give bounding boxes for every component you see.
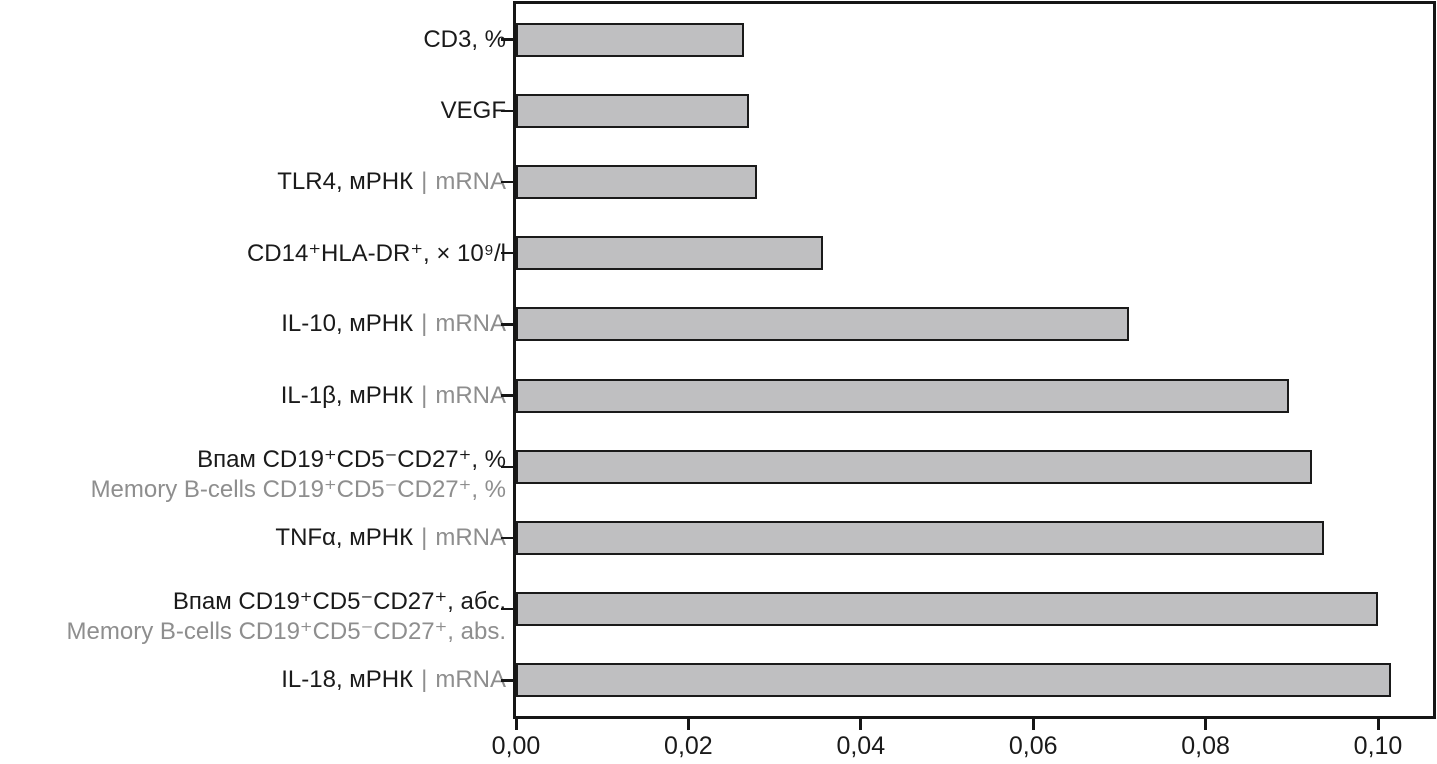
x-axis-tick-label: 0,08 [1181,732,1230,760]
category-label-primary: TNFα, мРНК [275,523,414,551]
category-label-secondary: mRNA [435,381,506,409]
plot-area [501,1,1436,719]
category-label-primary: CD14⁺HLA-DR⁺, × 10⁹/l [246,239,506,267]
x-axis-tick [686,719,690,730]
y-axis-tick [501,536,513,540]
bar [516,449,1312,484]
label-separator: | [421,381,428,409]
bar [516,22,744,57]
x-axis-tick [859,719,863,730]
y-axis-tick [501,38,513,41]
x-axis-tick [1376,719,1380,730]
y-axis-tick [501,465,513,469]
y-axis-tick [501,607,513,611]
bar [516,165,758,199]
x-axis-tick-label: 0,04 [836,732,886,760]
category-label-primary: IL-1β, мРНК [280,381,414,409]
bar [516,93,749,128]
y-axis-tick [501,679,513,682]
x-axis-tick-label: 0,02 [664,732,713,760]
category-label-secondary: Memory B-cells CD19⁺CD5⁻CD27⁺, % [90,475,506,503]
category-label-primary: IL-18, мРНК [281,666,414,694]
category-label-secondary: Memory B-cells CD19⁺CD5⁻CD27⁺, abs. [66,618,506,646]
category-label-row: CD3, % [0,4,506,75]
category-label-row: IL-10, мРНК | mRNA [0,289,506,360]
x-axis-tick-label: 0,00 [491,732,541,760]
category-label-primary: VEGF [440,96,506,124]
category-label-secondary: mRNA [435,310,506,338]
category-label-primary: CD3, % [423,25,506,53]
category-label-row: VEGF [0,75,506,146]
category-label-primary: Впам CD19⁺CD5⁻CD27⁺, % [197,445,506,473]
category-label-secondary: mRNA [435,167,506,195]
bar [516,307,1129,342]
bar [516,378,1290,413]
x-axis-tick [1204,719,1208,730]
y-axis-tick [501,109,513,113]
x-axis-tick-label: 0,06 [1008,732,1058,760]
bar [516,521,1324,555]
category-label-primary: Впам CD19⁺CD5⁻CD27⁺, абс. [172,588,506,616]
category-label-row: IL-1β, мРНК | mRNA [0,360,506,431]
label-separator: | [421,167,428,195]
label-separator: | [421,310,428,338]
category-label-row: CD14⁺HLA-DR⁺, × 10⁹/l [0,218,506,289]
category-label-row: TNFα, мРНК | mRNA [0,502,506,573]
label-separator: | [421,523,428,551]
category-label-primary: TLR4, мРНК [277,167,414,195]
category-label-secondary: mRNA [435,666,506,694]
x-axis-area: 0,00 0,02 0,04 0,06 0,08 0,10 [492,719,1433,764]
category-label-primary: IL-10, мРНК [281,310,414,338]
category-labels-area: CD3, % VEGF TLR4, мРНК | mRNA CD14⁺HLA-DR⁺, ×… [0,4,506,716]
x-axis-tick-label: 0,10 [1353,732,1403,760]
y-axis-tick [501,323,513,326]
category-label-secondary: mRNA [435,523,506,551]
category-label-row: Впам CD19⁺CD5⁻CD27⁺, % Memory B-cells CD1… [0,439,506,510]
bar [516,663,1391,698]
category-label-row: TLR4, мРНК | mRNA [0,146,506,217]
x-axis-tick [514,719,518,730]
label-separator: | [421,666,428,694]
y-axis-tick [501,394,513,397]
y-axis-tick [501,251,513,255]
x-axis-tick [1031,719,1035,730]
category-label-row: Впам CD19⁺CD5⁻CD27⁺, абс. Memory B-cells … [0,582,506,653]
bar [516,592,1378,627]
y-axis-tick [501,180,513,184]
category-label-row: IL-18, мРНК | mRNA [0,645,506,716]
bar [516,236,823,271]
